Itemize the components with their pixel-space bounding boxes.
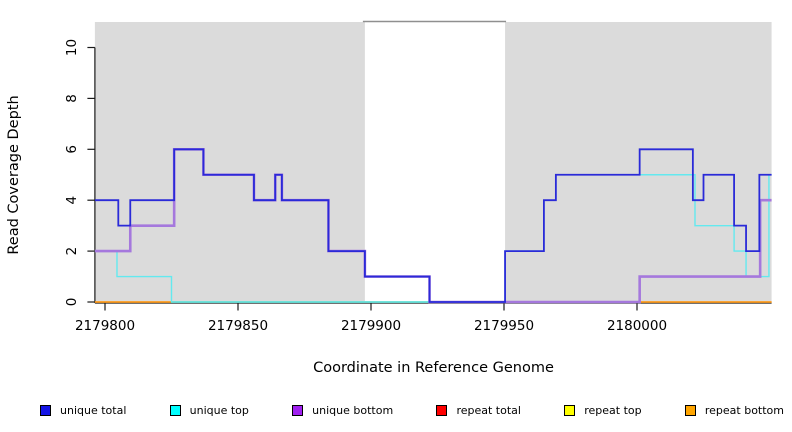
legend-swatch-icon (564, 404, 576, 416)
y-tick-label: 10 (64, 39, 80, 56)
x-tick-label: 2179950 (474, 318, 534, 334)
legend: unique total unique top unique bottom repea… (40, 399, 784, 421)
legend-swatch-icon (292, 404, 304, 416)
legend-swatch-icon (169, 404, 181, 416)
x-tick-label: 2180000 (607, 318, 667, 334)
right-gray-region (505, 22, 772, 302)
series-unique-total (94, 148, 772, 303)
legend-item-unique-total: unique total (40, 404, 126, 417)
legend-label: unique top (189, 403, 249, 417)
x-axis-title: Coordinate in Reference Genome (313, 360, 554, 376)
left-gray-region (94, 22, 365, 302)
legend-swatch-icon (40, 404, 51, 416)
legend-label: unique bottom (312, 403, 394, 417)
legend-item-repeat-bottom: repeat bottom (684, 403, 784, 417)
legend-label: unique total (60, 403, 127, 417)
legend-item-unique-top: unique top (169, 403, 249, 417)
legend-swatch-icon (684, 404, 696, 416)
y-tick-label: 8 (64, 94, 80, 103)
x-axis: 2179800 2179850 2179900 2179950 2180000 (75, 302, 772, 334)
legend-swatch-icon (436, 404, 448, 416)
y-tick-label: 4 (64, 196, 80, 205)
y-axis: 0 2 4 6 8 10 (64, 39, 96, 307)
x-tick-label: 2179900 (341, 318, 401, 334)
y-tick-label: 6 (64, 145, 80, 154)
legend-label: repeat total (456, 403, 521, 417)
y-tick-label: 2 (64, 247, 80, 256)
legend-label: repeat top (584, 403, 642, 417)
legend-item-repeat-total: repeat total (436, 404, 521, 417)
x-tick-label: 2179850 (208, 318, 268, 334)
legend-item-unique-bottom: unique bottom (292, 404, 393, 417)
legend-item-repeat-top: repeat top (564, 403, 642, 417)
y-tick-label: 0 (64, 298, 80, 307)
x-tick-label: 2179800 (75, 318, 135, 334)
legend-label: repeat bottom (704, 403, 784, 417)
